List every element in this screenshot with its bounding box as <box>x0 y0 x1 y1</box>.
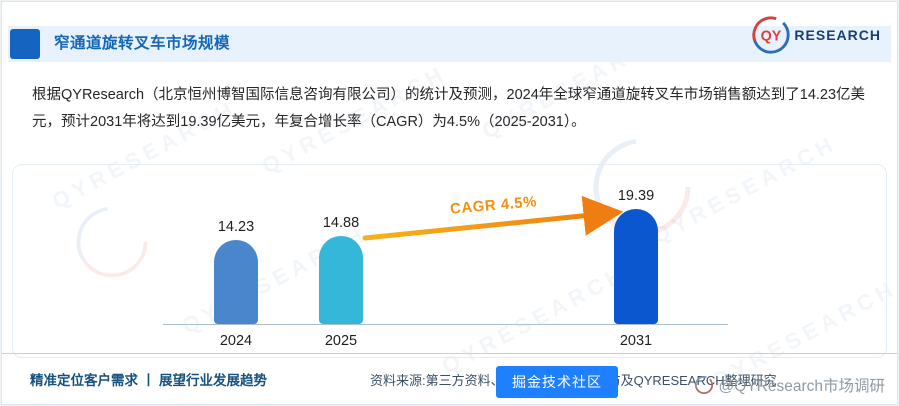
logo-qy-letters: QY <box>761 29 782 45</box>
bar-group-2031: 19.39 <box>614 188 658 324</box>
stamp-text: @QYResearch市场调研 <box>718 378 885 395</box>
x-tick-2025: 2025 <box>324 333 358 349</box>
qyresearch-logo-icon: QY <box>752 16 791 54</box>
bar-group-2025: 14.88 <box>319 215 363 324</box>
page-title: 窄通道旋转叉车市场规模 <box>54 35 231 52</box>
bar-chart: CAGR 4.5% 14.23 14.88 19.39 2024 2025 20… <box>12 164 887 358</box>
header-bar <box>8 26 891 62</box>
bar-value-label: 14.23 <box>217 219 255 235</box>
juejin-watermark-badge[interactable]: 掘金技术社区 <box>496 366 618 398</box>
stamp-logo-icon <box>694 375 713 395</box>
qyresearch-logo: QY RESEARCH <box>750 14 881 56</box>
x-axis-line <box>163 324 728 325</box>
bar-value-label: 19.39 <box>617 188 655 204</box>
bar-2031 <box>614 209 658 324</box>
title-accent-square <box>10 29 40 59</box>
bar-2024 <box>214 240 258 324</box>
cagr-trend-arrow <box>362 195 624 241</box>
qyresearch-stamp: @QYResearch市场调研 <box>694 374 885 396</box>
bar-value-label: 14.88 <box>322 215 360 231</box>
logo-wordmark: RESEARCH <box>794 27 881 43</box>
bar-2025 <box>319 236 363 324</box>
footer-tagline: 精准定位客户需求 丨 展望行业发展趋势 <box>30 373 268 388</box>
x-tick-2024: 2024 <box>219 333 253 349</box>
bar-group-2024: 14.23 <box>214 219 258 324</box>
intro-paragraph: 根据QYResearch（北京恒州博智国际信息咨询有限公司）的统计及预测，202… <box>32 87 866 130</box>
cagr-annotation: CAGR 4.5% <box>449 193 538 218</box>
x-tick-2031: 2031 <box>619 333 653 349</box>
